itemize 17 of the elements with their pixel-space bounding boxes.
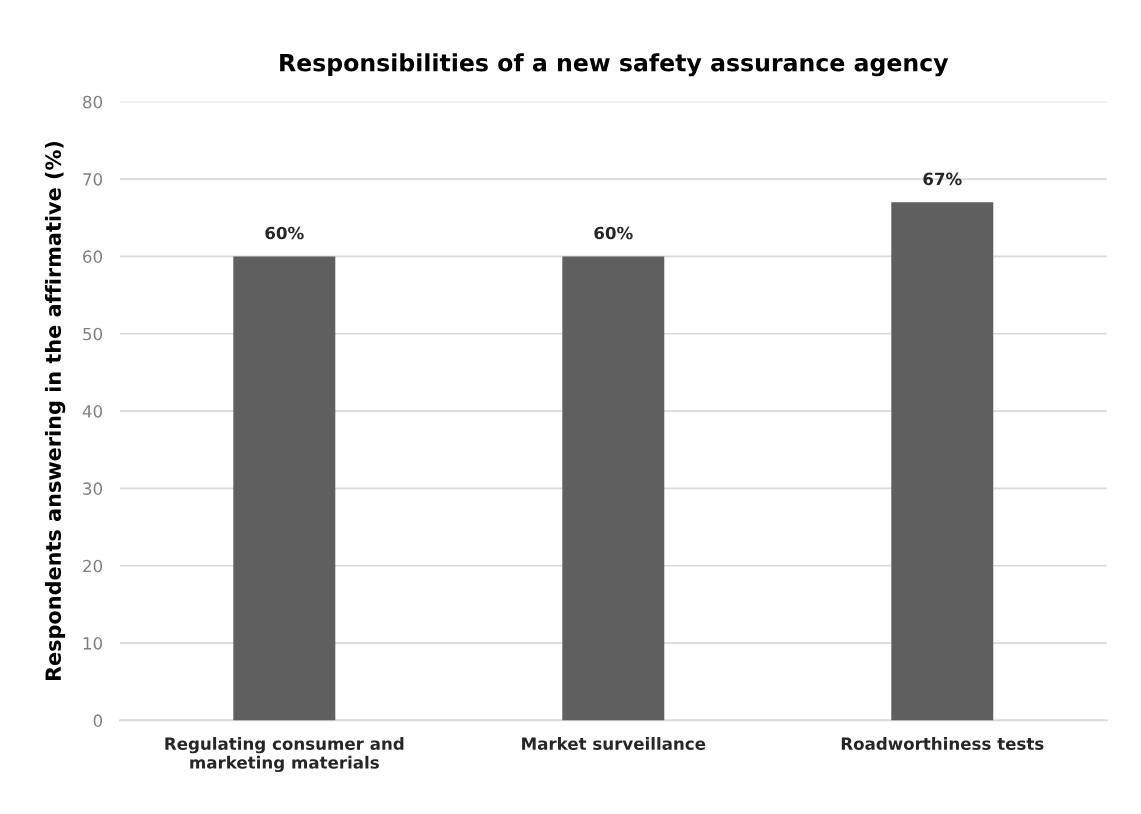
y-tick-label: 50 bbox=[83, 327, 103, 341]
y-axis-title: Respondents answering in the affirmative (%) bbox=[44, 141, 66, 681]
y-tick-label: 70 bbox=[83, 173, 103, 186]
data-label: 60% bbox=[265, 226, 304, 240]
x-tick-label: Market surveillance bbox=[522, 737, 706, 750]
y-tick-label: 10 bbox=[83, 637, 103, 650]
data-label: 67% bbox=[923, 172, 962, 186]
y-tick-label: 60 bbox=[83, 250, 103, 263]
x-tick-label: Roadworthiness tests bbox=[841, 737, 1044, 750]
y-tick-label: 30 bbox=[83, 482, 103, 495]
chart-title: Responsibilities of a new safety assurance agency bbox=[280, 53, 949, 77]
y-tick-label: 0 bbox=[93, 714, 103, 727]
x-tick-label: Regulating consumer and marketing materials bbox=[165, 737, 404, 773]
data-label: 60% bbox=[594, 226, 633, 240]
y-tick-label: 40 bbox=[82, 405, 103, 418]
y-tick-label: 20 bbox=[83, 559, 103, 573]
y-tick-label: 80 bbox=[83, 95, 103, 109]
